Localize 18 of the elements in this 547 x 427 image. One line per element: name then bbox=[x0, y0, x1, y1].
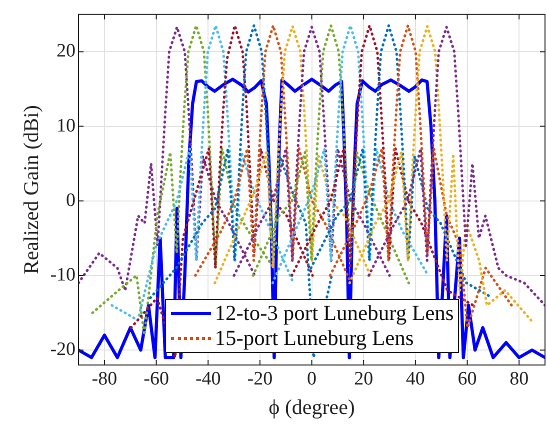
x-tick-label: -20 bbox=[247, 368, 273, 390]
x-axis-title: ϕ (degree) bbox=[268, 394, 355, 419]
x-tick-label: 0 bbox=[307, 368, 317, 390]
y-axis-title: Realized Gain (dBi) bbox=[19, 105, 44, 274]
y-tick-label: 10 bbox=[56, 115, 76, 136]
y-tick-label: 0 bbox=[66, 190, 76, 211]
y-tick-label: -10 bbox=[50, 264, 76, 286]
x-tick-label: 40 bbox=[406, 368, 425, 390]
y-tick-label: 20 bbox=[56, 40, 76, 62]
x-tick-label: 60 bbox=[458, 368, 477, 390]
x-tick-label: -80 bbox=[92, 368, 118, 390]
y-tick-label: -20 bbox=[50, 339, 76, 360]
x-tick-label: -40 bbox=[195, 368, 221, 390]
x-tick-label: -60 bbox=[144, 368, 169, 390]
legend-label: 12-to-3 port Luneburg Lens bbox=[214, 301, 454, 326]
legend-label: 15-port Luneburg Lens bbox=[214, 326, 414, 351]
x-tick-label: 20 bbox=[354, 368, 374, 390]
x-tick-label: 80 bbox=[510, 368, 529, 390]
